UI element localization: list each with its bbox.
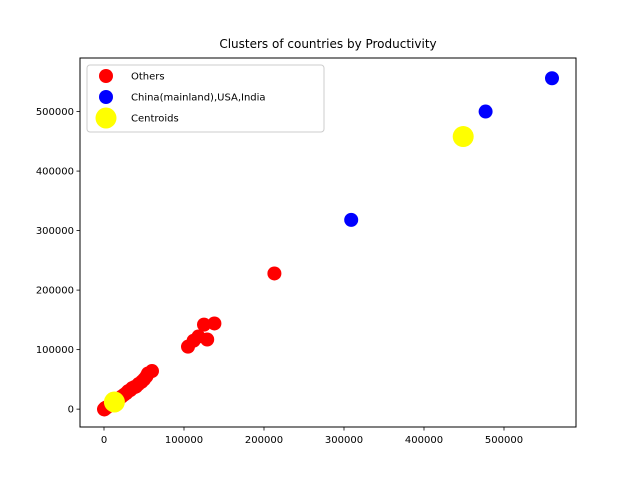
data-point-centroids — [103, 391, 125, 413]
data-point-others — [207, 316, 222, 331]
data-point-china-mainland-usa-india — [344, 212, 359, 227]
y-tick-label: 200000 — [36, 286, 74, 297]
legend-label-others: Others — [131, 72, 165, 83]
data-point-others — [197, 317, 211, 332]
data-point-china-mainland-usa-india — [545, 71, 559, 86]
legend: Others China(mainland),USA,India Centroids — [86, 64, 325, 133]
points-layer — [97, 71, 559, 417]
data-point-others — [145, 364, 159, 379]
x-tick-label: 200000 — [245, 435, 283, 446]
x-tick-label: 100000 — [165, 435, 203, 446]
x-tick-label: 400000 — [405, 435, 443, 446]
data-point-centroids — [452, 126, 474, 148]
series-china-mainland-usa-india — [344, 71, 559, 227]
y-tick-label: 100000 — [36, 345, 74, 356]
legend-label-centroids: Centroids — [131, 114, 179, 125]
y-tick-label: 300000 — [36, 226, 74, 237]
legend-marker-centroids — [95, 107, 117, 129]
data-point-china-mainland-usa-india — [478, 104, 493, 119]
plot-frame — [79, 57, 577, 428]
y-axis: 0 100000 200000 300000 400000 500000 — [36, 107, 80, 416]
data-point-others — [267, 266, 282, 281]
legend-marker-others — [99, 69, 113, 83]
y-tick-label: 400000 — [36, 167, 74, 178]
x-axis: 0 100000 200000 300000 400000 500000 — [101, 427, 523, 446]
chart-title: Clusters of countries by Productivity — [219, 37, 436, 51]
x-tick-label: 300000 — [325, 435, 363, 446]
legend-box — [86, 64, 325, 133]
y-tick-label: 0 — [68, 405, 74, 416]
x-tick-label: 500000 — [485, 435, 523, 446]
data-point-others — [200, 332, 215, 347]
series-centroids — [103, 126, 474, 413]
y-tick-label: 500000 — [36, 107, 74, 118]
legend-label-china-mainland-usa-india: China(mainland),USA,India — [131, 93, 266, 104]
legend-marker-china-mainland-usa-india — [99, 90, 113, 104]
x-tick-label: 0 — [101, 435, 107, 446]
